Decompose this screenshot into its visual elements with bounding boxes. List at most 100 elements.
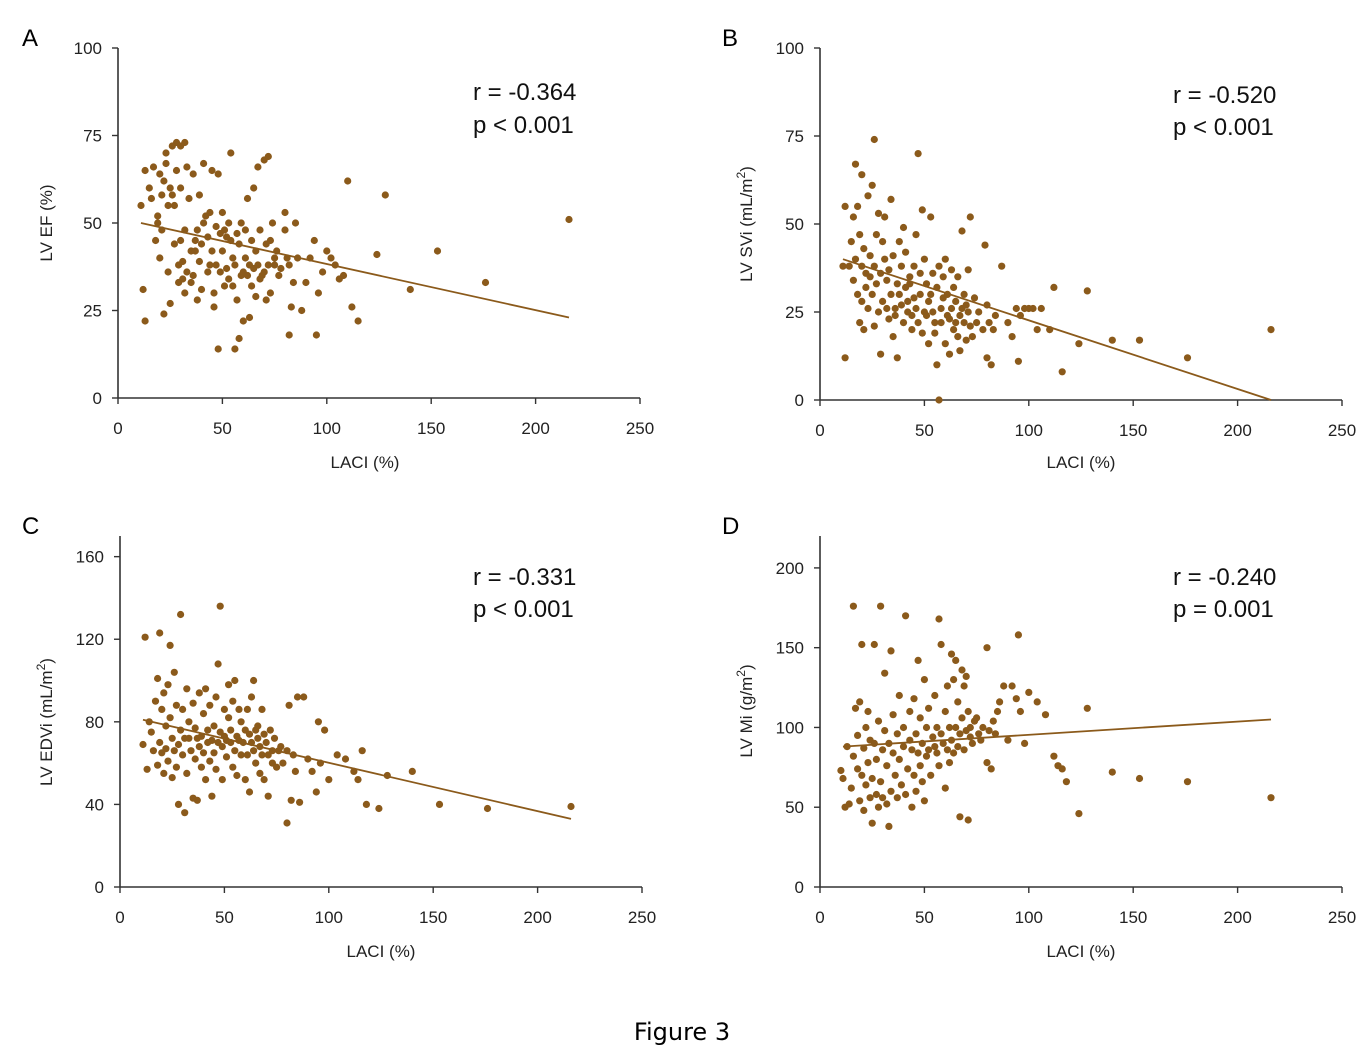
scatter-point (212, 693, 220, 701)
scatter-point (929, 269, 937, 277)
scatter-point (950, 676, 958, 684)
scatter-point (193, 296, 201, 304)
scatter-point (847, 784, 855, 792)
scatter-point (151, 697, 160, 705)
scatter-point (960, 682, 968, 690)
scatter-point (897, 301, 906, 309)
x-axis-title: LACI (%) (1047, 942, 1116, 961)
x-tick-label: 50 (915, 421, 934, 440)
p-value: p < 0.001 (473, 596, 574, 623)
scatter-point (168, 734, 176, 742)
scatter-point (147, 194, 155, 203)
scatter-point (1062, 778, 1070, 786)
scatter-point (916, 762, 924, 770)
y-axis-title-main: LV SVi (mL/m (737, 179, 756, 282)
scatter-point (204, 726, 212, 734)
panel-letter: C (22, 513, 39, 540)
correlation-coefficient: r = -0.520 (1173, 82, 1276, 109)
scatter-point (954, 743, 962, 751)
scatter-point (212, 765, 220, 773)
scatter-point (943, 682, 952, 690)
regression-line (842, 718, 1272, 748)
scatter-point (952, 723, 960, 732)
scatter-point (920, 255, 929, 263)
scatter-point (973, 319, 981, 327)
scatter-point (160, 310, 168, 318)
scatter-point (185, 734, 193, 742)
scatter-point (270, 734, 279, 742)
scatter-point (954, 698, 962, 706)
x-tick-label: 200 (521, 419, 549, 438)
scatter-point (214, 660, 222, 668)
scatter-point (260, 268, 268, 276)
scatter-point (291, 767, 299, 776)
scatter-point (854, 765, 862, 773)
scatter-point (208, 166, 216, 175)
scatter-point (283, 819, 291, 827)
scatter-point (1033, 698, 1041, 706)
scatter-point (300, 693, 308, 701)
scatter-point (916, 714, 924, 722)
scatter-point (941, 707, 949, 716)
scatter-point (208, 792, 216, 800)
scatter-point (323, 247, 331, 255)
scatter-point (1183, 778, 1192, 786)
y-axis-title-tail: ) (737, 166, 756, 172)
scatter-point (910, 262, 918, 270)
scatter-point (908, 311, 916, 320)
scatter-point (868, 819, 876, 827)
scatter-point (565, 215, 573, 224)
scatter-point (233, 296, 241, 304)
scatter-point (947, 266, 956, 274)
scatter-point (883, 762, 891, 770)
scatter-point (483, 804, 492, 813)
p-value: p < 0.001 (1173, 114, 1274, 141)
scatter-point (849, 276, 858, 284)
scatter-point (435, 800, 444, 809)
scatter-point (216, 602, 224, 610)
scatter-point (925, 704, 933, 712)
scatter-point (885, 315, 893, 323)
scatter-point (908, 326, 916, 334)
scatter-point (927, 290, 935, 298)
scatter-point (264, 792, 272, 800)
scatter-point (947, 650, 956, 658)
scatter-point (156, 738, 164, 747)
scatter-point (166, 299, 174, 308)
y-axis-title-superscript: 2 (734, 172, 748, 179)
x-tick-label: 150 (419, 908, 447, 927)
scatter-point (154, 674, 162, 683)
scatter-point (344, 177, 352, 185)
y-axis-title-superscript: 2 (34, 663, 48, 670)
scatter-point (893, 280, 901, 288)
scatter-point (862, 781, 870, 789)
scatter-point (197, 763, 205, 771)
scatter-points (839, 135, 1275, 404)
scatter-point (183, 685, 191, 693)
x-tick-label: 150 (417, 419, 445, 438)
scatter-point (206, 208, 214, 217)
scatter-point (210, 749, 218, 757)
scatter-point (879, 746, 887, 754)
scatter-point (250, 747, 258, 755)
scatter-point (212, 261, 220, 269)
scatter-point (229, 254, 237, 262)
scatter-point (925, 297, 933, 305)
scatter-point (858, 771, 866, 779)
scatter-point (968, 333, 977, 341)
scatter-point (849, 213, 858, 221)
scatter-point (874, 209, 883, 217)
scatter-point (956, 813, 964, 821)
scatter-point (245, 730, 254, 738)
scatter-point (868, 181, 876, 189)
scatter-point (218, 208, 226, 217)
scatter-point (920, 676, 929, 684)
scatter-point (870, 135, 878, 144)
scatter-point (845, 262, 853, 270)
scatter-point (271, 261, 279, 269)
scatter-point (164, 268, 172, 276)
scatter-point (902, 790, 910, 799)
scatter-point (333, 751, 341, 759)
y-tick-label: 100 (776, 39, 804, 58)
panel-c: C 0 50 100 150 200 250 0 40 80 120 160 LACI (%) LV ED… (22, 513, 656, 961)
